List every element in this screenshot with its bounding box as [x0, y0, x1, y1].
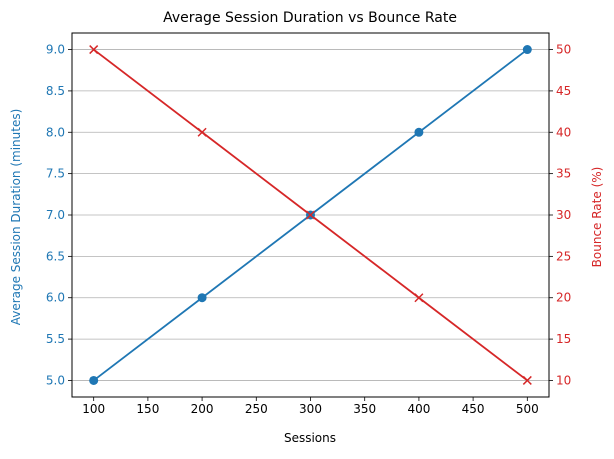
chart-title: Average Session Duration vs Bounce Rate	[163, 10, 457, 26]
duration-point	[197, 293, 207, 303]
x-tick-label: 100	[82, 402, 105, 416]
x-axis-label: Sessions	[284, 431, 336, 445]
right-y-tick-label: 45	[556, 84, 571, 98]
x-tick-label: 450	[462, 402, 485, 416]
x-tick-label: 200	[191, 402, 214, 416]
right-y-tick-label: 35	[556, 167, 571, 181]
x-tick-label: 150	[136, 402, 159, 416]
right-y-tick-label: 30	[556, 208, 571, 222]
x-tick-label: 500	[516, 402, 539, 416]
left-y-tick-label: 6.5	[46, 249, 65, 263]
left-y-tick-label: 9.0	[46, 43, 65, 57]
x-tick-label: 350	[353, 402, 376, 416]
right-y-tick-label: 25	[556, 249, 571, 263]
right-y-tick-label: 10	[556, 373, 571, 387]
bounce-rate-point	[305, 210, 316, 220]
series-markers	[89, 45, 532, 385]
x-tick-label: 300	[299, 402, 322, 416]
x-tick-label: 400	[407, 402, 430, 416]
bounce-rate-point	[522, 375, 532, 385]
duration-point	[414, 127, 424, 137]
bounce-rate-point	[414, 293, 424, 303]
duration-point	[522, 45, 532, 55]
left-y-tick-label: 6.0	[46, 291, 65, 305]
left-y-tick-label: 7.5	[46, 167, 65, 181]
left-y-tick-label: 5.0	[46, 373, 65, 387]
right-y-tick-label: 40	[556, 125, 571, 139]
right-y-tick-label: 15	[556, 332, 571, 346]
duration-point	[89, 375, 99, 385]
left-y-axis-label: Average Session Duration (minutes)	[9, 109, 23, 326]
left-y-axis: 5.0 5.5 6.0 6.5 7.0 7.5 8.0 8.5 9.0	[46, 43, 72, 387]
left-y-tick-label: 5.5	[46, 332, 65, 346]
left-y-tick-label: 7.0	[46, 208, 65, 222]
left-y-tick-label: 8.0	[46, 125, 65, 139]
right-y-axis-label: Bounce Rate (%)	[590, 167, 604, 268]
bounce-rate-point	[197, 127, 207, 137]
x-axis: 100 150 200 250 300 350 400 450 500	[82, 397, 539, 416]
x-tick-label: 250	[245, 402, 268, 416]
left-y-tick-label: 8.5	[46, 84, 65, 98]
bounce-rate-point	[89, 45, 99, 55]
right-y-tick-label: 20	[556, 291, 571, 305]
right-y-tick-label: 50	[556, 43, 571, 57]
right-y-axis: 10 15 20 25 30 35 40 45 50	[549, 43, 571, 387]
